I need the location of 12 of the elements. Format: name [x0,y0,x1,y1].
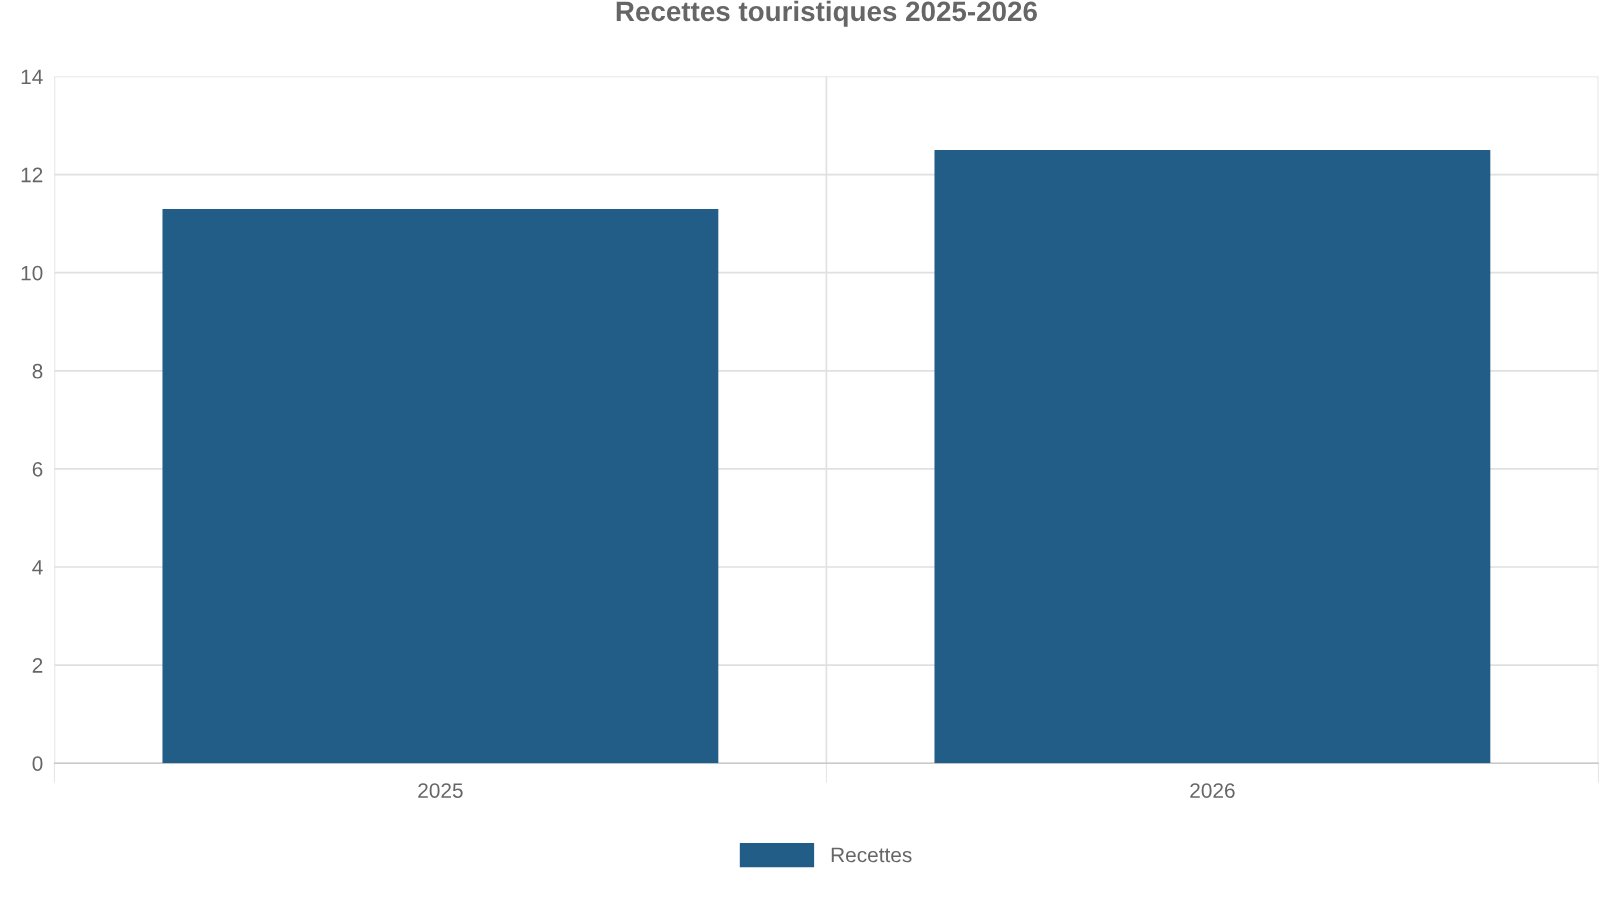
y-tick-label: 8 [32,363,43,379]
y-tick-label: 4 [32,560,43,575]
y-tick-label: 0 [32,756,43,771]
x-tick-label: 2025 [418,783,463,798]
legend-label: Recettes [831,847,912,863]
y-tick-label: 12 [21,167,43,183]
y-tick-label: 14 [21,69,43,85]
y-tick-label: 10 [21,265,43,281]
y-tick-label: 2 [32,658,43,673]
chart-title: Recettes touristiques 2025-2026 [616,0,1037,27]
x-tick-label: 2026 [1190,783,1235,798]
y-tick-label: 6 [32,461,43,477]
